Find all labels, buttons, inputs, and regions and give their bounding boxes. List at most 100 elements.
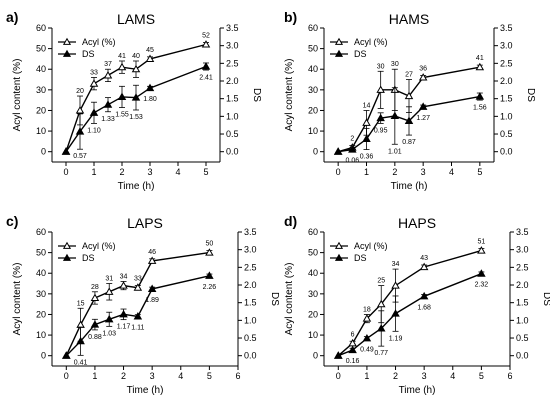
y-tick-label: 20 [308,105,318,115]
y2-tick-label: 1.0 [500,111,513,121]
panel-title: LAMS [117,11,155,27]
y2-tick-label: 2.0 [516,280,529,290]
legend-label: Acyl (%) [82,241,116,251]
ds-data-label: 2.32 [475,282,489,289]
ds-point [133,312,143,320]
x-tick-label: 3 [150,371,155,381]
ds-point [104,314,114,323]
ds-point [362,134,371,143]
series-line-acyl [338,66,480,153]
y2-tick-label: 1.0 [516,315,529,325]
x-tick-label: 1 [364,167,369,177]
acyl-point [391,281,400,289]
acyl-data-label: 2 [350,136,354,143]
ds-point [119,309,128,318]
y2-tick-label: 1.5 [226,94,239,104]
y-tick-label: 50 [36,44,46,54]
acyl-point [376,299,386,308]
y2-tick-label: 3.5 [226,23,239,33]
ds-data-label: 1.33 [101,116,115,123]
y-axis-label: Acyl content (%) [12,59,23,132]
y2-axis-label: DS [541,292,550,306]
acyl-data-label: 37 [104,61,112,68]
legend-label: DS [82,49,95,59]
y-tick-label: 40 [36,268,46,278]
y2-tick-label: 0.5 [226,129,239,139]
x-axis-label: Time (h) [391,181,428,192]
x-tick-label: 2 [121,371,126,381]
ds-point [75,127,85,135]
ds-data-label: 0.16 [346,358,360,365]
ds-data-label: 0.77 [374,350,388,357]
legend-label: DS [354,49,367,59]
x-tick-label: 3 [421,167,426,177]
legend-ds-marker [62,253,72,261]
panel-letter: b) [284,9,297,25]
acyl-data-label: 20 [76,88,84,95]
acyl-data-label: 41 [118,53,126,60]
acyl-data-label: 18 [363,306,371,313]
acyl-point [104,287,114,295]
acyl-point [147,256,157,264]
series-line-ds [338,273,482,357]
x-tick-label: 4 [178,371,183,381]
series-line-ds [65,275,210,357]
acyl-data-label: 30 [377,63,385,70]
y-tick-label: 50 [36,248,46,258]
acyl-point [117,62,127,71]
y-axis-label: Acyl content (%) [284,59,295,132]
acyl-point [76,320,85,328]
acyl-point [75,106,85,114]
legend-acyl-marker [334,241,344,249]
acyl-data-label: 41 [476,55,484,62]
series-line-acyl [65,251,210,356]
acyl-data-label: 14 [363,102,371,109]
x-tick-label: 2 [393,371,398,381]
acyl-data-label: 27 [405,72,413,79]
ds-point [419,291,429,300]
y-tick-label: 20 [308,309,318,319]
y2-tick-label: 3.0 [500,41,513,51]
ds-point [376,113,385,122]
legend-label: DS [82,253,95,263]
legend-ds-marker [334,253,344,261]
y-tick-label: 10 [36,126,46,136]
x-tick-label: 4 [450,371,455,381]
y2-tick-label: 1.5 [500,94,513,104]
ds-point [418,102,428,110]
ds-point [376,324,386,332]
ds-data-label: 1.56 [473,105,487,112]
acyl-data-label: 25 [377,278,385,285]
acyl-point [119,281,128,289]
legend-ds-marker [334,49,344,57]
ds-data-label: 1.17 [117,324,131,331]
y2-tick-label: 0.5 [244,333,257,343]
acyl-data-label: 30 [391,61,399,68]
ds-data-label: 0.36 [360,154,374,161]
series-line-acyl [337,249,482,357]
y2-tick-label: 2.5 [500,58,513,68]
ds-point [404,116,414,124]
y-tick-label: 0 [41,147,46,157]
y-tick-label: 10 [36,330,46,340]
x-tick-label: 5 [479,371,484,381]
y-tick-label: 30 [36,289,46,299]
y-tick-label: 40 [308,268,318,278]
y2-tick-label: 0.0 [226,147,239,157]
y-tick-label: 10 [308,126,318,136]
y2-tick-label: 3.0 [516,245,529,255]
ds-data-label: 0.41 [74,359,88,366]
y-axis-label: Acyl content (%) [12,263,23,336]
acyl-point [362,118,371,126]
ds-data-label: 1.19 [389,335,403,342]
acyl-data-label: 34 [120,273,128,280]
y-tick-label: 60 [308,23,318,33]
x-tick-label: 2 [119,167,124,177]
acyl-point [477,246,486,254]
ds-data-label: 1.03 [102,330,116,337]
y2-tick-label: 1.5 [244,298,257,308]
acyl-point [418,73,428,81]
y-tick-label: 0 [41,351,46,361]
